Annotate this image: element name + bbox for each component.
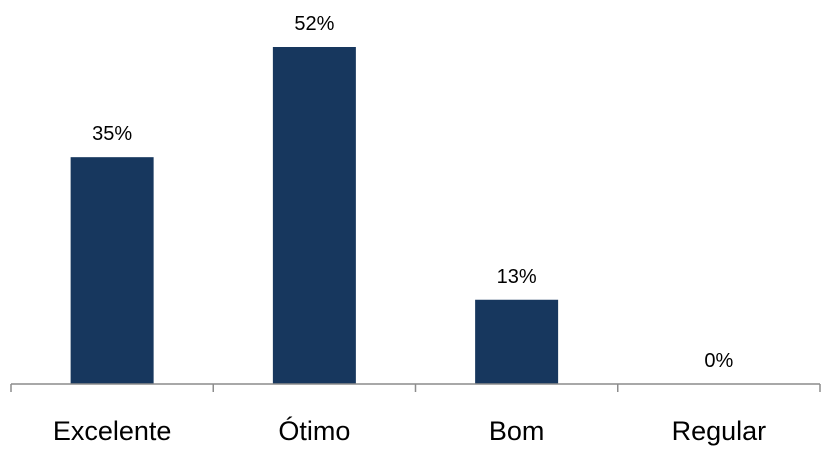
bar-2 (272, 47, 356, 384)
x-axis (10, 383, 821, 392)
category-label: Excelente (53, 416, 172, 446)
category-label: Regular (672, 416, 767, 446)
data-label: 52% (294, 13, 334, 35)
bar-1 (70, 157, 154, 384)
bar-3 (475, 299, 559, 384)
data-label: 35% (92, 123, 132, 145)
data-label: 0% (704, 350, 733, 372)
category-label: Ótimo (278, 415, 350, 446)
category-label: Bom (489, 416, 545, 446)
category-labels-group: Excelente Ótimo Bom Regular (53, 415, 766, 446)
data-label: 13% (497, 266, 537, 288)
data-labels-group: 35% 52% 13% 0% (92, 13, 733, 372)
bars-group (70, 47, 559, 384)
